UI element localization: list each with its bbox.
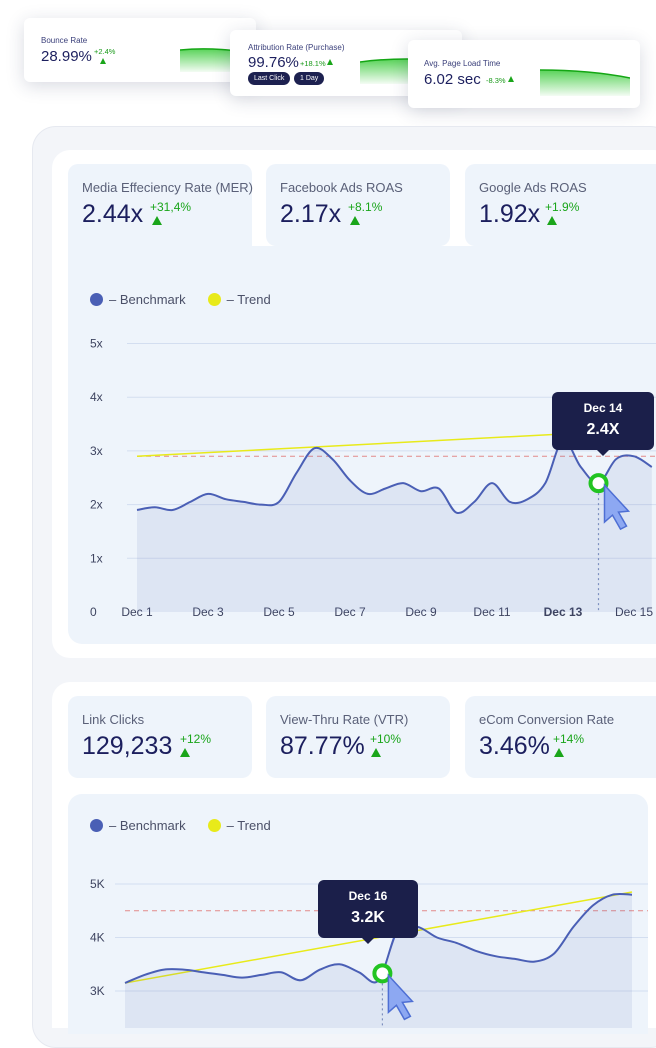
benchmark-legend-dot bbox=[90, 293, 103, 306]
ecom-conversion-title: eCom Conversion Rate bbox=[479, 712, 615, 727]
vtr-value: 87.77% bbox=[280, 732, 365, 760]
trend-legend-dot bbox=[207, 293, 221, 306]
trend-legend-label: – Trend bbox=[226, 292, 271, 307]
up-arrow-icon bbox=[100, 58, 106, 64]
facebook-roas-title: Facebook Ads ROAS bbox=[280, 180, 403, 195]
page-load-label: Avg. Page Load Time bbox=[424, 59, 501, 68]
x-tick-label: Dec 13 bbox=[544, 605, 583, 619]
link-clicks-title: Link Clicks bbox=[82, 712, 145, 727]
cursor-icon bbox=[603, 483, 631, 531]
up-arrow-icon bbox=[371, 748, 381, 757]
tooltip-date: Dec 14 bbox=[583, 401, 623, 415]
x-tick-label: Dec 3 bbox=[192, 605, 224, 619]
page-load-sparkline bbox=[540, 69, 630, 96]
facebook-roas-card[interactable]: Facebook Ads ROAS 2.17x +8.1% bbox=[266, 164, 450, 246]
google-roas-value: 1.92x bbox=[479, 200, 541, 228]
y-tick-label: 4K bbox=[90, 931, 105, 945]
attribution-rate-delta: +18.1% bbox=[300, 59, 326, 68]
trend-legend-dot bbox=[207, 819, 221, 832]
benchmark-legend-label: – Benchmark bbox=[109, 292, 186, 307]
cursor-icon bbox=[387, 973, 414, 1021]
benchmark-legend-label: – Benchmark bbox=[109, 818, 186, 833]
up-arrow-icon bbox=[327, 59, 333, 65]
tooltip-value: 2.4X bbox=[586, 421, 620, 438]
google-roas-delta: +1.9% bbox=[545, 200, 580, 214]
up-arrow-icon bbox=[547, 216, 557, 225]
y-tick-label: 3K bbox=[90, 984, 105, 998]
engagement-tooltip: Dec 16 3.2K bbox=[318, 880, 418, 944]
x-tick-label: Dec 11 bbox=[473, 605, 510, 619]
google-roas-card[interactable]: Google Ads ROAS 1.92x +1.9% bbox=[465, 164, 656, 246]
vtr-delta: +10% bbox=[370, 732, 402, 746]
mer-title: Media Effeciency Rate (MER) bbox=[82, 180, 253, 195]
y-tick-label: 5x bbox=[90, 337, 103, 351]
up-arrow-icon bbox=[508, 76, 514, 82]
efficiency-chart-connector bbox=[68, 250, 268, 280]
engagement-section: Link Clicks 129,233 +12% View-Thru Rate … bbox=[52, 682, 656, 1034]
efficiency-tooltip: Dec 14 2.4X bbox=[552, 392, 654, 456]
y-tick-label: 4x bbox=[90, 390, 103, 404]
engagement-legend: – Benchmark – Trend bbox=[90, 818, 271, 833]
engagement-line-chart[interactable]: 3K 4K 5K bbox=[52, 682, 656, 1028]
facebook-roas-delta: +8.1% bbox=[348, 200, 383, 214]
hover-point bbox=[372, 963, 393, 984]
mer-value: 2.44x bbox=[82, 200, 144, 228]
efficiency-section: Media Effeciency Rate (MER) 2.44x +31,4%… bbox=[52, 150, 656, 658]
page-load-delta: -8.3% bbox=[486, 76, 506, 85]
up-arrow-icon bbox=[180, 748, 190, 757]
benchmark-area bbox=[137, 439, 652, 612]
benchmark-legend-dot bbox=[90, 819, 103, 832]
bounce-rate-delta: +2.4% bbox=[94, 47, 116, 56]
up-arrow-icon bbox=[152, 216, 162, 225]
y-tick-label: 1x bbox=[90, 551, 103, 565]
efficiency-line-chart[interactable]: 0 1x 2x 3x 4x 5x Dec 1 Dec 3 Dec 5 Dec 7 Dec 9 Dec … bbox=[52, 150, 656, 658]
vtr-card[interactable]: View-Thru Rate (VTR) 87.77% +10% bbox=[266, 696, 450, 778]
link-clicks-value: 129,233 bbox=[82, 732, 173, 760]
hover-point bbox=[588, 473, 609, 494]
efficiency-legend: – Benchmark – Trend bbox=[90, 292, 271, 307]
last-click-pill[interactable]: Last Click bbox=[248, 72, 291, 85]
mer-delta: +31,4% bbox=[150, 200, 192, 214]
page-load-card: Avg. Page Load Time 6.02 sec -8.3% bbox=[408, 40, 640, 108]
bounce-rate-card: Bounce Rate 28.99% +2.4% bbox=[24, 18, 256, 82]
y-tick-label: 2x bbox=[90, 498, 103, 512]
x-tick-label: Dec 7 bbox=[334, 605, 366, 619]
ecom-conversion-delta: +14% bbox=[553, 732, 585, 746]
benchmark-area bbox=[125, 893, 632, 1028]
link-clicks-card[interactable]: Link Clicks 129,233 +12% bbox=[68, 696, 252, 778]
tooltip-value: 3.2K bbox=[351, 909, 385, 926]
trend-legend-label: – Trend bbox=[226, 818, 271, 833]
y-tick-label: 0 bbox=[90, 605, 97, 619]
attribution-rate-label: Attribution Rate (Purchase) bbox=[248, 43, 345, 52]
mer-metric-card[interactable]: Media Effeciency Rate (MER) 2.44x +31,4% bbox=[68, 164, 253, 260]
x-tick-label: Dec 5 bbox=[263, 605, 295, 619]
bounce-rate-value: 28.99% bbox=[41, 48, 92, 65]
y-tick-label: 5K bbox=[90, 877, 105, 891]
one-day-pill[interactable]: 1 Day bbox=[294, 72, 325, 85]
x-tick-label: Dec 9 bbox=[405, 605, 437, 619]
tooltip-date: Dec 16 bbox=[348, 889, 388, 903]
up-arrow-icon bbox=[350, 216, 360, 225]
google-roas-title: Google Ads ROAS bbox=[479, 180, 587, 195]
x-tick-label: Dec 1 bbox=[121, 605, 153, 619]
attribution-rate-value: 99.76% bbox=[248, 54, 299, 71]
link-clicks-delta: +12% bbox=[180, 732, 212, 746]
trend-line bbox=[136, 431, 599, 458]
up-arrow-icon bbox=[554, 748, 564, 757]
facebook-roas-value: 2.17x bbox=[280, 200, 342, 228]
ecom-conversion-card[interactable]: eCom Conversion Rate 3.46% +14% bbox=[465, 696, 656, 778]
vtr-title: View-Thru Rate (VTR) bbox=[280, 712, 409, 727]
ecom-conversion-value: 3.46% bbox=[479, 732, 550, 760]
y-tick-label: 3x bbox=[90, 444, 103, 458]
page-load-value: 6.02 sec bbox=[424, 71, 481, 88]
x-tick-label: Dec 15 bbox=[615, 605, 653, 619]
bounce-rate-label: Bounce Rate bbox=[41, 36, 88, 45]
